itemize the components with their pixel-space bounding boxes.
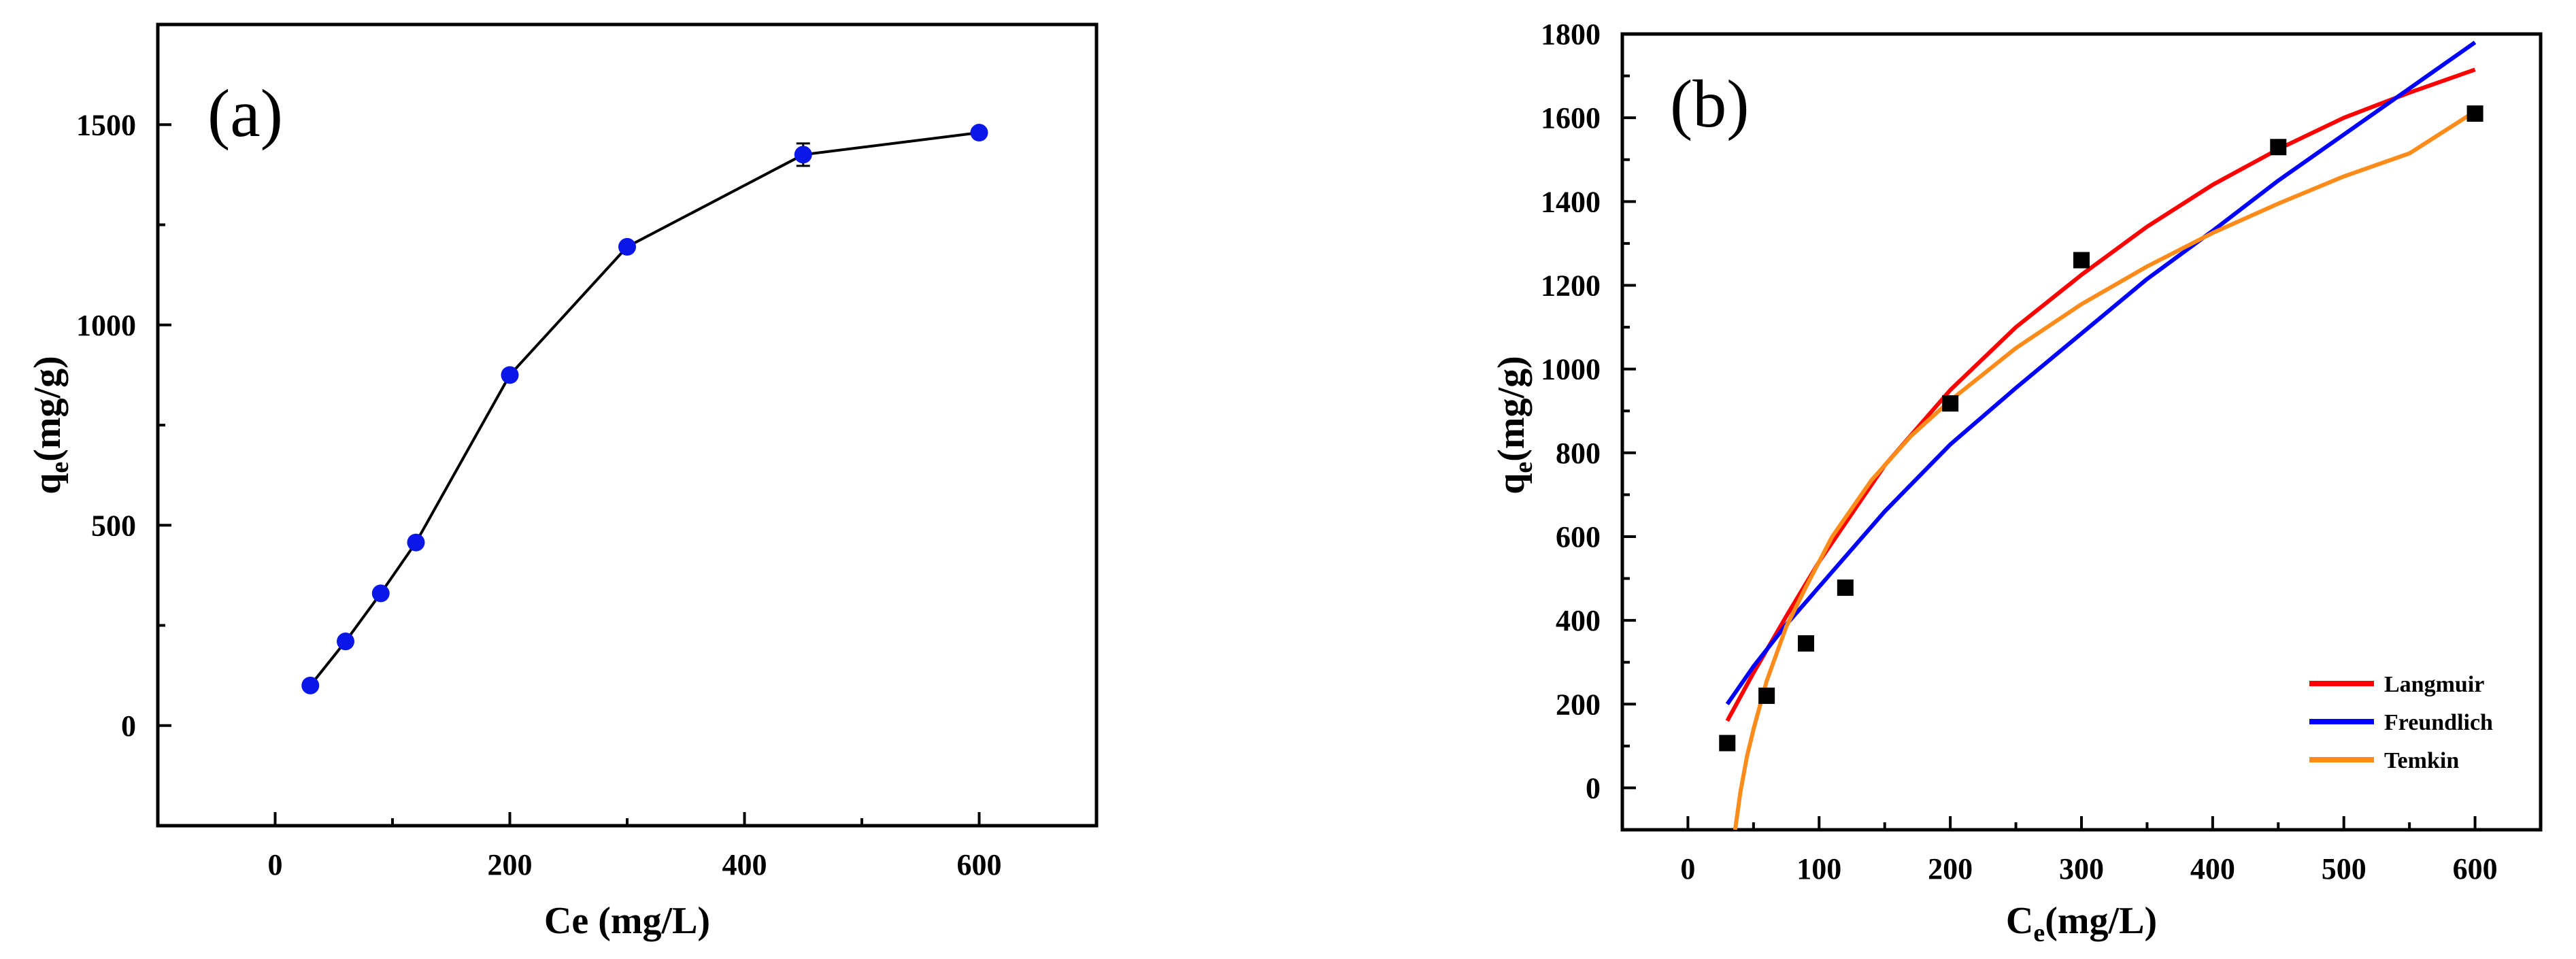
a-y-tick-label: 1000 bbox=[76, 309, 136, 342]
data-point bbox=[1837, 579, 1854, 596]
legend-label-temkin: Temkin bbox=[2384, 748, 2459, 773]
data-point bbox=[337, 633, 354, 651]
b-y-tick-label: 600 bbox=[1556, 520, 1601, 554]
y-axis-title-main: q bbox=[27, 473, 69, 494]
a-y-tick-label: 0 bbox=[121, 709, 136, 743]
panel-label: (b) bbox=[1670, 66, 1750, 141]
series-line bbox=[309, 131, 980, 687]
data-point bbox=[970, 124, 988, 142]
tick-marks bbox=[156, 123, 1098, 827]
data-layer bbox=[301, 124, 988, 694]
b-y-tick-label: 0 bbox=[1586, 771, 1601, 805]
fit-curves bbox=[1725, 40, 2477, 830]
data-point bbox=[501, 366, 519, 384]
b-y-tick-label: 1600 bbox=[1541, 101, 1601, 135]
plot-frame bbox=[156, 22, 1099, 828]
tick-labels: 0 100 200 300 400 500 600 0 200 400 600 800 1000 1200… bbox=[1541, 18, 2498, 886]
y-axis-title-rest: (mg/g) bbox=[1490, 356, 1533, 462]
b-y-tick-label: 1400 bbox=[1541, 185, 1601, 218]
x-axis-title-rest: (mg/L) bbox=[2045, 900, 2157, 942]
b-y-tick-label: 1000 bbox=[1541, 353, 1601, 386]
tick-marks bbox=[1621, 33, 2542, 830]
panel-b: 0 100 200 300 400 500 600 0 200 400 600 800 1000 1200… bbox=[1490, 18, 2543, 947]
a-x-tick-label: 600 bbox=[957, 848, 1002, 881]
b-x-tick-label: 100 bbox=[1796, 852, 1841, 886]
data-point bbox=[1758, 687, 1775, 704]
a-x-tick-label: 0 bbox=[268, 848, 283, 881]
data-point bbox=[1719, 735, 1736, 752]
legend: Langmuir Freundlich Temkin bbox=[2309, 672, 2493, 773]
fit-curve-temkin bbox=[1733, 110, 2477, 830]
a-y-tick-label: 1500 bbox=[76, 108, 136, 141]
data-point bbox=[407, 533, 425, 552]
b-x-tick-label: 600 bbox=[2453, 852, 2498, 886]
x-axis-title-sub: e bbox=[2033, 919, 2045, 947]
fit-curve-langmuir bbox=[1725, 67, 2476, 722]
panel-a: 0 200 400 600 0 500 1000 1500 (a) Ce (mg/L) qe(… bbox=[27, 22, 1099, 942]
b-y-tick-label: 200 bbox=[1556, 688, 1601, 721]
y-axis-title: qe(mg/g) bbox=[27, 356, 74, 494]
data-point bbox=[794, 146, 812, 164]
y-axis-title-main: q bbox=[1490, 473, 1533, 494]
b-x-tick-label: 300 bbox=[2059, 852, 2104, 886]
data-point bbox=[2466, 105, 2483, 122]
b-y-tick-label: 1200 bbox=[1541, 269, 1601, 302]
data-point bbox=[301, 676, 320, 694]
data-point bbox=[2270, 139, 2287, 156]
a-x-tick-label: 400 bbox=[722, 848, 767, 881]
a-y-tick-label: 500 bbox=[91, 509, 136, 542]
y-axis-title-rest: (mg/g) bbox=[27, 356, 69, 462]
b-x-tick-label: 0 bbox=[1680, 852, 1695, 886]
x-axis-title: Ce(mg/L) bbox=[2006, 900, 2157, 947]
data-point bbox=[371, 584, 390, 603]
data-point bbox=[2073, 252, 2090, 269]
b-x-tick-label: 400 bbox=[2190, 852, 2235, 886]
fit-curve-freundlich bbox=[1725, 40, 2477, 705]
data-points bbox=[1719, 105, 2483, 752]
y-axis-title-sub: e bbox=[46, 462, 74, 473]
y-axis-title-sub: e bbox=[1509, 462, 1538, 473]
b-x-tick-label: 500 bbox=[2322, 852, 2366, 886]
data-point bbox=[1942, 395, 1959, 412]
legend-label-langmuir: Langmuir bbox=[2384, 672, 2484, 697]
legend-label-freundlich: Freundlich bbox=[2384, 710, 2493, 735]
b-y-tick-label: 400 bbox=[1556, 604, 1601, 637]
x-axis-title: Ce (mg/L) bbox=[544, 900, 710, 942]
b-y-tick-label: 1800 bbox=[1541, 18, 1601, 51]
a-x-tick-label: 200 bbox=[488, 848, 533, 881]
panel-label: (a) bbox=[207, 75, 283, 151]
b-x-tick-label: 200 bbox=[1928, 852, 1973, 886]
y-axis-title: qe(mg/g) bbox=[1490, 356, 1538, 494]
data-point bbox=[618, 237, 636, 256]
data-point bbox=[1798, 635, 1814, 652]
tick-labels: 0 200 400 600 0 500 1000 1500 bbox=[76, 108, 1002, 881]
x-axis-title-main: C bbox=[2006, 900, 2033, 942]
b-y-tick-label: 800 bbox=[1556, 437, 1601, 470]
